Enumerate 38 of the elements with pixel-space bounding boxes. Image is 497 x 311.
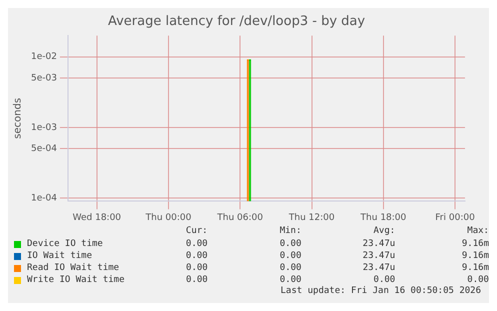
x-tick-label: Thu 18:00	[360, 212, 407, 223]
y-tick-label: 1e-02	[30, 52, 57, 62]
text: 0.00	[184, 239, 208, 249]
x-tick-label: Thu 12:00	[288, 212, 335, 223]
text: 23.47u	[362, 239, 396, 249]
x-tick-label: Fri 00:00	[435, 212, 476, 223]
text: 9.16m	[460, 251, 489, 261]
text: 9.16m	[460, 263, 489, 273]
text: 0.00	[186, 275, 208, 285]
text: 0.00	[372, 275, 396, 285]
text: Last update: Fri Jan 16 00:50:05 2026	[280, 286, 482, 298]
y-tick-label: 1e-04	[30, 193, 58, 204]
y-axis-title: seconds	[12, 98, 24, 139]
text: 23.47u	[362, 251, 396, 261]
text: 0.00	[186, 263, 208, 273]
text: 0.00	[278, 251, 302, 261]
text: 0.00	[278, 239, 302, 249]
legend-label: Device IO time	[26, 239, 104, 249]
text: Max:	[466, 226, 489, 238]
text: 0.00	[466, 275, 489, 285]
x-tick-label: Wed 18:00	[72, 212, 122, 223]
text: 0.00	[278, 275, 302, 285]
text: 9.16m	[460, 239, 489, 249]
x-tick-label: Thu 06:00	[216, 212, 264, 223]
y-tick-label: 5e-04	[30, 144, 58, 154]
x-tick-label: Thu 00:00	[144, 212, 192, 223]
text: 0.00	[278, 263, 302, 273]
text: 0.00	[184, 251, 208, 261]
y-tick-label: 5e-03	[30, 73, 57, 84]
chart-title: Average latency for /dev/loop3 - by day	[108, 14, 366, 30]
text: 23.47u	[362, 263, 396, 273]
text: Min:	[278, 226, 302, 238]
legend-label: IO Wait time	[26, 251, 94, 261]
text: Cur:	[184, 226, 208, 238]
text: Avg:	[372, 226, 396, 238]
legend-label: Write IO Wait time	[26, 275, 125, 285]
legend-label: Read IO Wait time	[26, 263, 120, 273]
y-tick-label: 1e-03	[30, 122, 57, 133]
